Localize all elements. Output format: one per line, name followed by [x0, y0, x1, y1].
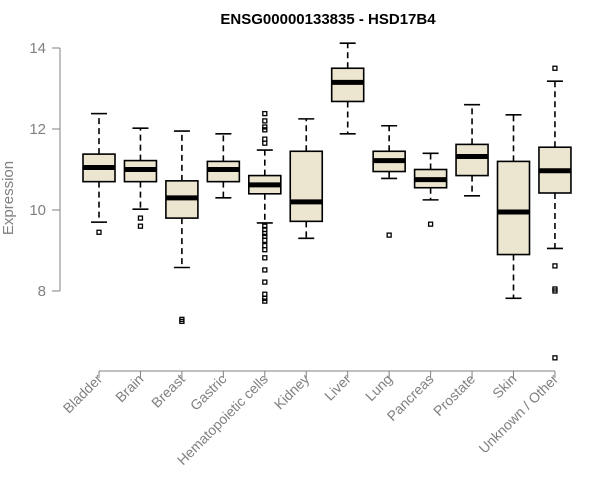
box-brain [123, 127, 158, 229]
outlier-point [262, 127, 268, 133]
outlier-point [262, 247, 268, 253]
box-lung [372, 124, 406, 238]
outlier-point [552, 263, 558, 269]
y-tick-label: 8 [38, 283, 46, 300]
iqr-box [496, 160, 531, 256]
outlier-point [386, 232, 392, 238]
x-tick-label: Kidney [271, 371, 313, 413]
outlier-point [262, 279, 268, 285]
outlier-point [427, 221, 434, 227]
outlier-point [262, 223, 268, 229]
outlier-point [262, 110, 268, 117]
outlier-point [137, 223, 144, 229]
outlier-point [262, 124, 268, 130]
outlier-point [262, 242, 268, 249]
box-kidney [289, 118, 324, 240]
outlier-point [262, 118, 268, 124]
outlier-point [262, 291, 268, 297]
x-tick-label: Unknown / Other [475, 371, 561, 457]
x-tick-label: Skin [489, 371, 520, 402]
outlier-point [262, 267, 268, 273]
box-gastric [206, 133, 241, 199]
outlier-point [262, 295, 268, 301]
outlier-point [552, 288, 558, 294]
outlier-point [552, 355, 558, 361]
box-liver [330, 42, 365, 135]
x-tick-label: Prostate [430, 371, 478, 419]
outlier-point [262, 233, 268, 239]
outlier-point [96, 229, 102, 235]
y-tick-label: 14 [29, 40, 46, 57]
box-prostate [455, 103, 489, 197]
outlier-point [262, 136, 268, 142]
outlier-point [262, 226, 268, 233]
box-bladder [82, 112, 116, 235]
box-skin [496, 114, 531, 300]
outlier-point [262, 140, 268, 146]
box-unknown-other [538, 65, 572, 361]
box-pancreas [413, 152, 448, 227]
y-axis-label: Expression [0, 161, 17, 235]
y-axis: 8 10 12 14 [29, 40, 61, 300]
outlier-point [552, 65, 558, 71]
plot-area [82, 42, 572, 361]
y-tick-label: 12 [29, 121, 46, 138]
box-breast [165, 130, 199, 325]
x-tick-label: Liver [321, 371, 354, 404]
x-tick-label: Breast [148, 371, 188, 411]
iqr-box [289, 150, 324, 223]
x-tick-label: Lung [362, 371, 395, 404]
outlier-point [262, 255, 268, 261]
outlier-point [262, 230, 268, 237]
outlier-point [262, 298, 268, 304]
box-hematopoietic-cells [248, 110, 282, 304]
x-tick-label: Bladder [60, 371, 106, 417]
iqr-box [455, 143, 489, 177]
chart-title: ENSG00000133835 - HSD17B4 [220, 11, 436, 28]
outlier-point [137, 215, 144, 221]
outlier-point [262, 237, 268, 244]
y-tick-label: 10 [29, 202, 46, 219]
x-tick-label: Brain [112, 371, 146, 405]
outlier-point [179, 318, 185, 325]
